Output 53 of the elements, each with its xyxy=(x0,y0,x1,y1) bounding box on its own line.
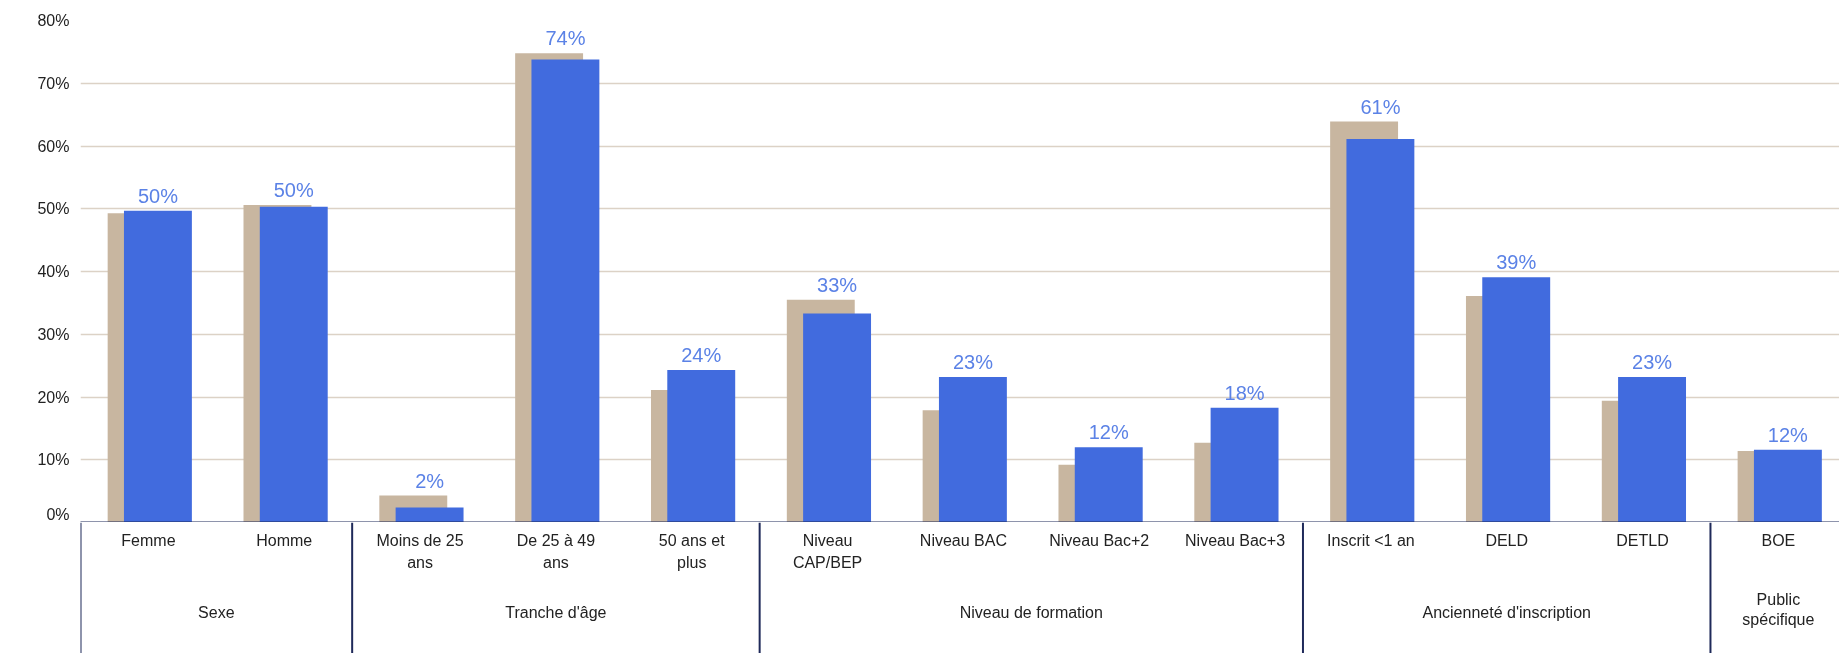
bar xyxy=(667,370,736,522)
x-tick-label: Homme xyxy=(256,531,313,549)
bar xyxy=(1753,449,1822,522)
data-label: 74% xyxy=(545,27,586,50)
y-tick-label: 50% xyxy=(37,200,70,218)
x-tick-label: Niveau CAP/BEP xyxy=(792,531,863,571)
data-label: 39% xyxy=(1496,251,1537,274)
x-tick-label: Niveau BAC xyxy=(919,531,1007,549)
y-tick-label: 30% xyxy=(37,325,70,343)
bar xyxy=(1482,277,1551,522)
text: Ancienneté d'inscription xyxy=(1422,604,1591,622)
data-label: 61% xyxy=(1360,95,1401,118)
y-tick-label: 80% xyxy=(37,12,70,29)
y-tick-label: 40% xyxy=(37,263,70,280)
data-label: 23% xyxy=(952,350,994,373)
y-tick-label: 60% xyxy=(37,137,70,155)
bar xyxy=(123,210,192,522)
bar xyxy=(531,59,600,522)
bar xyxy=(938,376,1007,522)
bar xyxy=(1210,407,1279,522)
y-tick-label: 0% xyxy=(46,505,70,523)
x-tick-label: 50 ans et plus xyxy=(658,531,726,571)
data-label: 50% xyxy=(273,178,314,201)
data-label: 12% xyxy=(1767,423,1809,446)
data-label: 23% xyxy=(1632,350,1673,373)
x-tick-label: BOE xyxy=(1761,531,1796,549)
x-tick-label: Niveau Bac+2 xyxy=(1049,531,1150,549)
data-label: 2% xyxy=(415,469,445,492)
data-label: 33% xyxy=(817,273,858,296)
x-tick-label: Femme xyxy=(121,531,176,549)
x-tick-label: DETLD xyxy=(1616,531,1669,549)
x-tick-label: Inscrit <1 an xyxy=(1327,531,1415,549)
x-tick-label: De 25 à 49 ans xyxy=(516,531,596,571)
bar xyxy=(1618,376,1687,522)
data-label: 50% xyxy=(137,184,179,207)
data-label: 12% xyxy=(1088,421,1129,444)
y-tick-label: 70% xyxy=(37,74,70,92)
x-tick-label: Moins de 25 ans xyxy=(376,531,464,571)
x-tick-label: DELD xyxy=(1485,531,1529,549)
text: Sexe xyxy=(198,604,235,622)
text: Tranche d'âge xyxy=(505,604,607,622)
data-label: 18% xyxy=(1224,381,1265,404)
bar xyxy=(395,507,464,522)
data-label: 24% xyxy=(681,344,722,367)
bar xyxy=(803,313,872,522)
bar xyxy=(1074,447,1143,522)
bar xyxy=(1346,139,1415,522)
text: Public spécifique xyxy=(1742,590,1815,629)
x-tick-label: Niveau Bac+3 xyxy=(1185,531,1286,549)
text: Niveau de formation xyxy=(959,604,1103,622)
bar xyxy=(259,206,328,522)
y-tick-label: 10% xyxy=(37,451,70,469)
y-tick-label: 20% xyxy=(37,388,70,406)
